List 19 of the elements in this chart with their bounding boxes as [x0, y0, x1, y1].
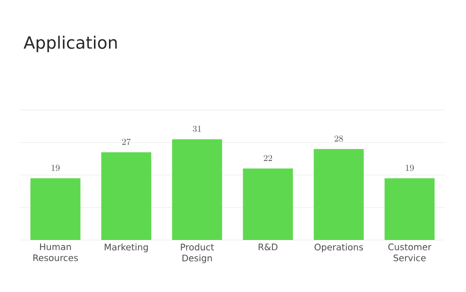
- data-label: 19: [52, 164, 60, 171]
- x-tick-label: Product Design: [180, 244, 214, 264]
- bar: [384, 178, 435, 240]
- data-label: 19: [406, 164, 414, 171]
- data-label: 28: [334, 136, 343, 142]
- x-tick-label: R&D: [258, 244, 278, 250]
- bar: [101, 152, 152, 240]
- bar: [242, 168, 293, 240]
- bar: [172, 139, 222, 240]
- x-tick-label: Operations: [314, 244, 363, 252]
- x-tick-label: Human Resources: [33, 244, 78, 262]
- x-tick-label: Customer Service: [388, 244, 432, 262]
- chart-title: Application: [24, 36, 117, 52]
- data-label: 31: [192, 126, 201, 132]
- x-tick-label: Marketing: [104, 244, 148, 252]
- data-label: 22: [264, 155, 272, 161]
- data-label: 27: [122, 138, 131, 145]
- bar: [30, 178, 80, 240]
- bar: [314, 149, 364, 240]
